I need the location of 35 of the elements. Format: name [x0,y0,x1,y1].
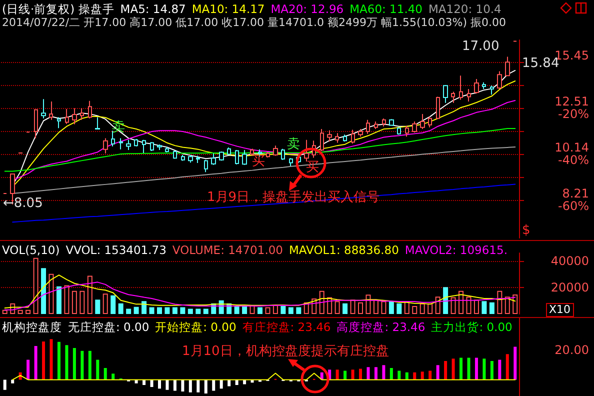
chart-subtitle: 2014/07/22/二 开17.00 高17.00 低17.00 收17.00 量14701.0 额2499万 幅1.55(10.03%) 振0.00 [2,16,508,30]
text: 有庄控盘: 23.46 [242,320,331,334]
text: 20.00 [554,343,589,357]
y-tick-label: 12.51 [554,94,589,109]
annotation: 买 [252,154,265,169]
chart-title: (日线·前复权) 操盘手 [2,2,114,16]
text: MA60: 11.40 [350,2,422,16]
y-tick-label: 10.14 [554,140,589,155]
y-tick-label: 20000 [550,280,589,294]
text: MA120: 10.4 [428,2,502,16]
text: 开始控盘: 0.00 [155,320,236,334]
y-tick-label: 8.21 [562,186,589,201]
text: VOLUME: 14701.00 [172,243,283,257]
annotation: VVOL: 153401.73 [66,243,166,257]
text: MAVOL2: 109615. [404,243,508,257]
text: MAVOL1: 88836.80 [288,243,399,257]
annotation: 买 [306,160,319,175]
text: 主力出货: 0.00 [431,320,512,334]
text: MA5: 14.87 [120,2,186,16]
y2-tick-label: -60% [558,199,589,214]
y2-tick-label: -20% [558,107,589,122]
annotation: ←8.05 [3,196,43,211]
chart-title: 机构控盘度 [2,320,62,334]
text: X10 [546,303,574,317]
y2-tick-label: -40% [558,153,589,168]
text: $ [522,223,530,238]
text: 高度控盘: 23.46 [336,320,426,334]
annotation: 卖 [287,137,300,152]
text: MA10: 14.17 [192,2,265,16]
text: 无庄控盘: 0.00 [68,320,150,334]
text: MA20: 12.96 [270,2,344,16]
annotation: 1月10日，机构控盘度提示有庄控盘 [182,344,389,359]
chart-title: VOL(5,10) [2,243,60,257]
annotation: 17.00 [462,39,500,54]
y-tick-label: 40000 [550,254,589,268]
